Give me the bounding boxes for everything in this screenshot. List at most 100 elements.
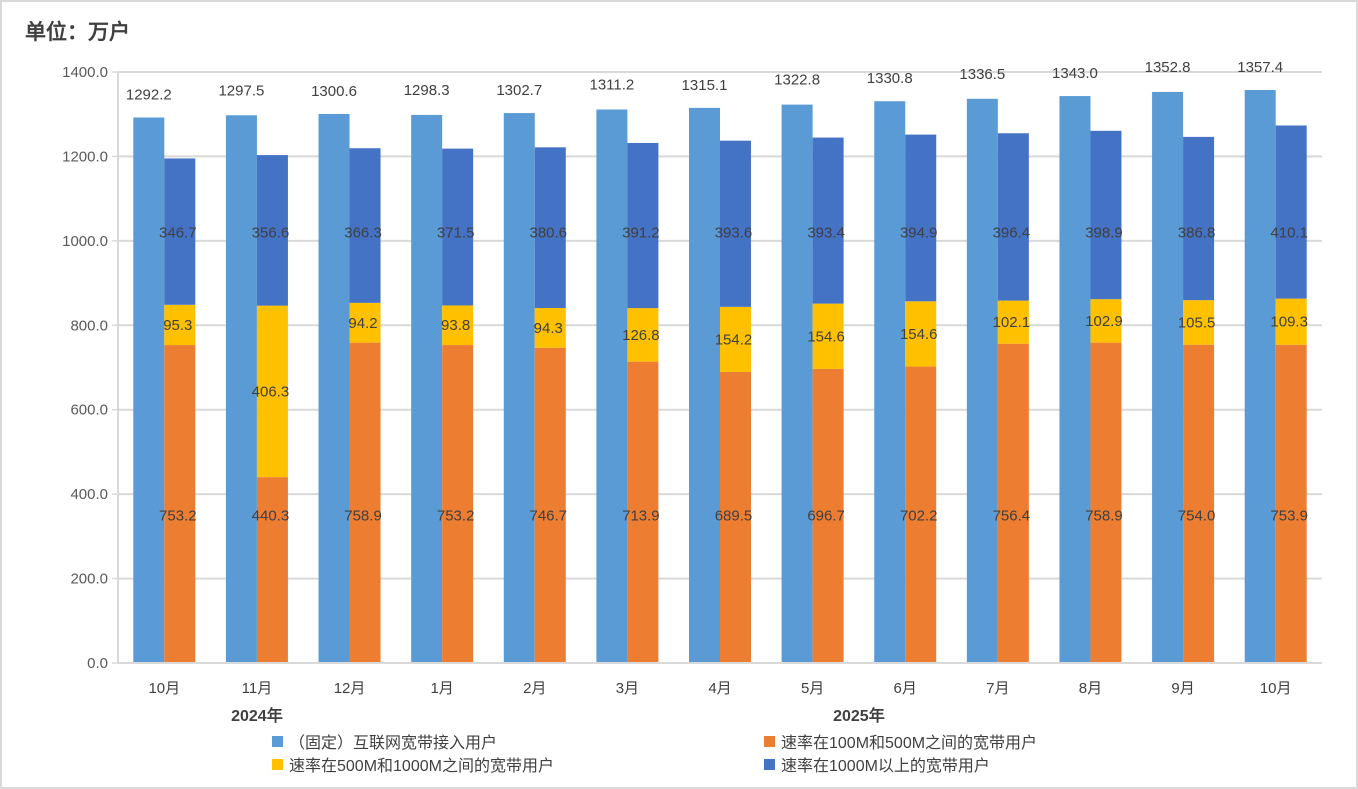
x-tick-label: 12月 xyxy=(334,680,366,697)
x-tick-label: 5月 xyxy=(801,680,824,697)
data-label-total: 1300.6 xyxy=(311,83,357,100)
data-labels: 1292.2 753.2 95.3 346.7 1297.5 440.3 406.3 356.… xyxy=(126,59,1308,524)
legend-label-total: （固定）互联网宽带接入用户 xyxy=(289,735,498,752)
bar-total xyxy=(318,113,350,663)
x-axis: 10月 11月 12月 1月 2月 3月 4月 5月 6月 7月 8月 9月 10月 2024年 2025年 xyxy=(118,662,1322,725)
bar-1000-plus xyxy=(1183,136,1215,301)
bar-1000-plus xyxy=(349,148,381,303)
bar-total xyxy=(1244,89,1276,664)
bar-total xyxy=(874,101,906,664)
data-label-1000-plus: 391.2 xyxy=(622,224,660,241)
legend-label-1000-plus: 速率在1000M以上的宽带用户 xyxy=(781,758,990,775)
y-tick-label: 1200.0 xyxy=(62,148,108,165)
bar-100-500 xyxy=(534,347,566,663)
data-label-total: 1343.0 xyxy=(1052,65,1098,82)
bar-total xyxy=(411,114,443,663)
y-axis: 0.0 200.0 400.0 600.0 800.0 1000.0 1200.0 1400.… xyxy=(62,64,119,672)
data-label-1000-plus: 356.6 xyxy=(252,224,290,241)
bar-100-500 xyxy=(1183,344,1215,663)
bar-100-500 xyxy=(905,366,937,663)
data-label-100-500: 753.2 xyxy=(159,507,197,524)
y-tick-label: 1400.0 xyxy=(62,64,108,81)
data-label-500-1000: 105.5 xyxy=(1178,314,1216,331)
bar-500-1000 xyxy=(720,306,751,372)
legend-swatch-total xyxy=(272,735,283,747)
bar-1000-plus xyxy=(720,140,751,307)
data-label-total: 1322.8 xyxy=(774,72,820,89)
bar-500-1000 xyxy=(164,304,196,346)
data-label-1000-plus: 380.6 xyxy=(529,224,567,241)
data-label-100-500: 756.4 xyxy=(993,507,1031,524)
data-label-500-1000: 109.3 xyxy=(1270,314,1308,331)
data-label-500-1000: 406.3 xyxy=(252,383,290,400)
y-tick-label: 200.0 xyxy=(70,571,108,588)
x-tick-label: 1月 xyxy=(430,680,453,697)
bar-500-1000 xyxy=(812,303,844,369)
data-label-total: 1336.5 xyxy=(959,66,1005,83)
bar-1000-plus xyxy=(905,134,937,302)
bar-total xyxy=(689,107,720,664)
x-tick-label: 7月 xyxy=(986,680,1009,697)
bar-1000-plus xyxy=(442,148,474,306)
bar-1000-plus xyxy=(1090,130,1122,300)
x-tick-label: 2月 xyxy=(523,680,546,697)
bar-100-500 xyxy=(627,361,659,663)
data-label-500-1000: 93.8 xyxy=(441,317,470,334)
data-label-100-500: 713.9 xyxy=(622,507,660,524)
bar-500-1000 xyxy=(1183,300,1215,345)
data-label-500-1000: 95.3 xyxy=(163,317,192,334)
data-label-100-500: 753.9 xyxy=(1270,507,1308,524)
bar-100-500 xyxy=(349,342,381,663)
bar-500-1000 xyxy=(905,301,937,367)
x-tick-label: 6月 xyxy=(894,680,917,697)
bar-total xyxy=(596,109,628,664)
data-label-100-500: 440.3 xyxy=(252,507,290,524)
bar-1000-plus xyxy=(627,142,659,309)
bar-100-500 xyxy=(997,343,1029,663)
legend-item-500-1000: 速率在500M和1000M之间的宽带用户 xyxy=(272,752,554,776)
legend-swatch-500-1000 xyxy=(272,758,283,770)
bar-500-1000 xyxy=(442,305,474,346)
data-label-1000-plus: 346.7 xyxy=(159,224,197,241)
data-label-1000-plus: 396.4 xyxy=(993,224,1031,241)
bar-100-500 xyxy=(720,371,751,663)
legend-item-100-500: 速率在100M和500M之间的宽带用户 xyxy=(764,729,1037,753)
bar-total xyxy=(503,113,535,663)
data-label-100-500: 758.9 xyxy=(344,507,382,524)
bar-total xyxy=(966,98,998,663)
bar-500-1000 xyxy=(1090,299,1122,343)
data-label-100-500: 702.2 xyxy=(900,507,938,524)
y-tick-label: 800.0 xyxy=(70,317,108,334)
y-tick-label: 1000.0 xyxy=(62,233,108,250)
y-tick-label: 400.0 xyxy=(70,486,108,503)
data-label-total: 1302.7 xyxy=(496,82,542,99)
data-label-total: 1292.2 xyxy=(126,87,172,104)
year-group-label: 2025年 xyxy=(833,706,885,725)
bar-500-1000 xyxy=(1275,298,1307,345)
data-label-1000-plus: 393.4 xyxy=(807,224,845,241)
data-label-total: 1297.5 xyxy=(218,82,264,99)
data-label-total: 1298.3 xyxy=(404,82,450,99)
data-label-500-1000: 126.8 xyxy=(622,327,660,344)
bar-total xyxy=(1152,91,1184,663)
data-label-500-1000: 154.6 xyxy=(900,326,938,343)
data-label-500-1000: 154.6 xyxy=(807,328,845,345)
data-label-1000-plus: 394.9 xyxy=(900,224,938,241)
year-group-label: 2024年 xyxy=(231,706,283,725)
legend-item-total: （固定）互联网宽带接入用户 xyxy=(272,729,497,753)
legend-swatch-100-500 xyxy=(764,735,775,747)
x-tick-label: 9月 xyxy=(1171,680,1194,697)
bar-1000-plus xyxy=(997,133,1029,301)
x-tick-label: 10月 xyxy=(1260,680,1292,697)
bar-1000-plus xyxy=(256,155,288,306)
data-label-1000-plus: 393.6 xyxy=(715,224,753,241)
data-label-500-1000: 102.9 xyxy=(1085,313,1123,330)
data-label-500-1000: 154.2 xyxy=(715,331,753,348)
bar-500-1000 xyxy=(534,307,566,348)
bar-1000-plus xyxy=(1275,125,1307,299)
data-label-500-1000: 94.2 xyxy=(348,315,377,332)
x-tick-label: 4月 xyxy=(708,680,731,697)
legend-swatch-1000-plus xyxy=(764,758,775,770)
data-label-total: 1357.4 xyxy=(1237,59,1283,76)
